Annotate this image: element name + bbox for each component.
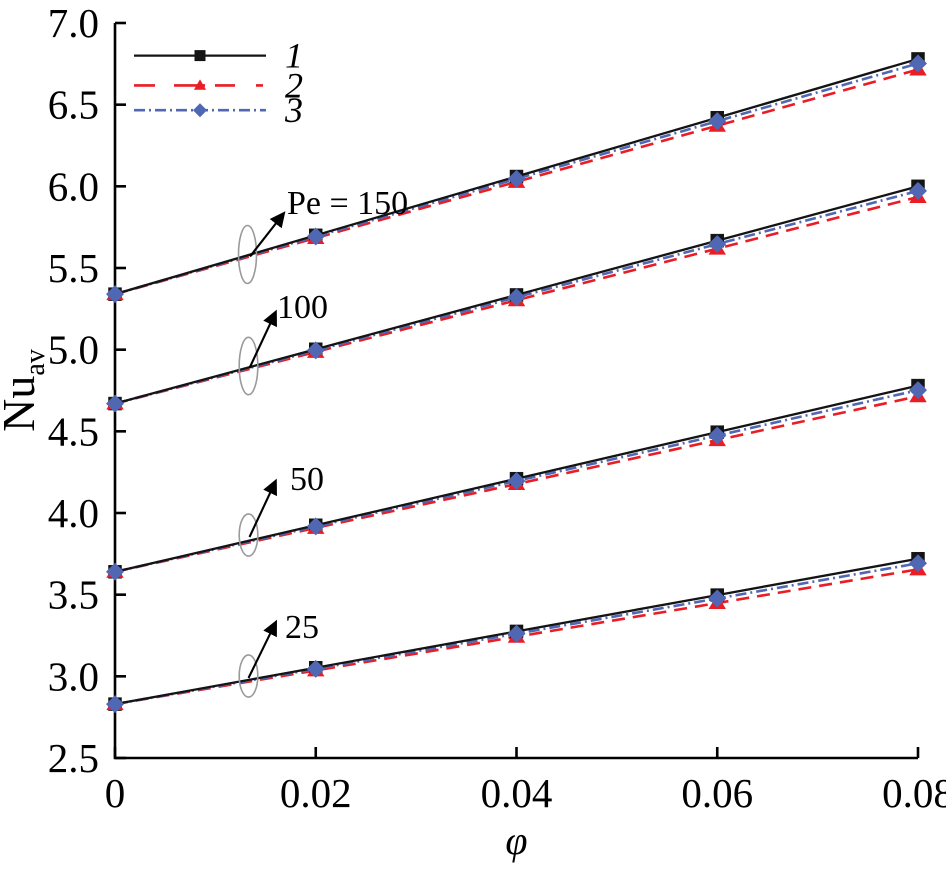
- svg-text:0: 0: [105, 770, 126, 816]
- svg-text:Pe = 150: Pe = 150: [287, 185, 408, 222]
- svg-text:5.5: 5.5: [48, 245, 99, 291]
- svg-text:6.0: 6.0: [48, 163, 99, 209]
- svg-text:3.5: 3.5: [48, 572, 99, 618]
- svg-text:7.0: 7.0: [48, 0, 99, 46]
- svg-text:5.0: 5.0: [48, 327, 99, 373]
- svg-text:3.0: 3.0: [48, 653, 99, 699]
- svg-text:100: 100: [277, 289, 328, 326]
- svg-text:4.5: 4.5: [48, 408, 99, 454]
- svg-text:0.04: 0.04: [481, 770, 553, 816]
- svg-text:0.06: 0.06: [681, 770, 753, 816]
- svg-text:6.5: 6.5: [48, 82, 99, 128]
- svg-text:50: 50: [290, 461, 324, 498]
- svg-text:0.08: 0.08: [882, 770, 946, 816]
- svg-text:4.0: 4.0: [48, 490, 99, 536]
- svg-text:0.02: 0.02: [280, 770, 352, 816]
- svg-text:2.5: 2.5: [48, 735, 99, 781]
- svg-text:3: 3: [284, 90, 303, 130]
- svg-text:25: 25: [285, 609, 319, 646]
- svg-text:φ: φ: [505, 818, 527, 863]
